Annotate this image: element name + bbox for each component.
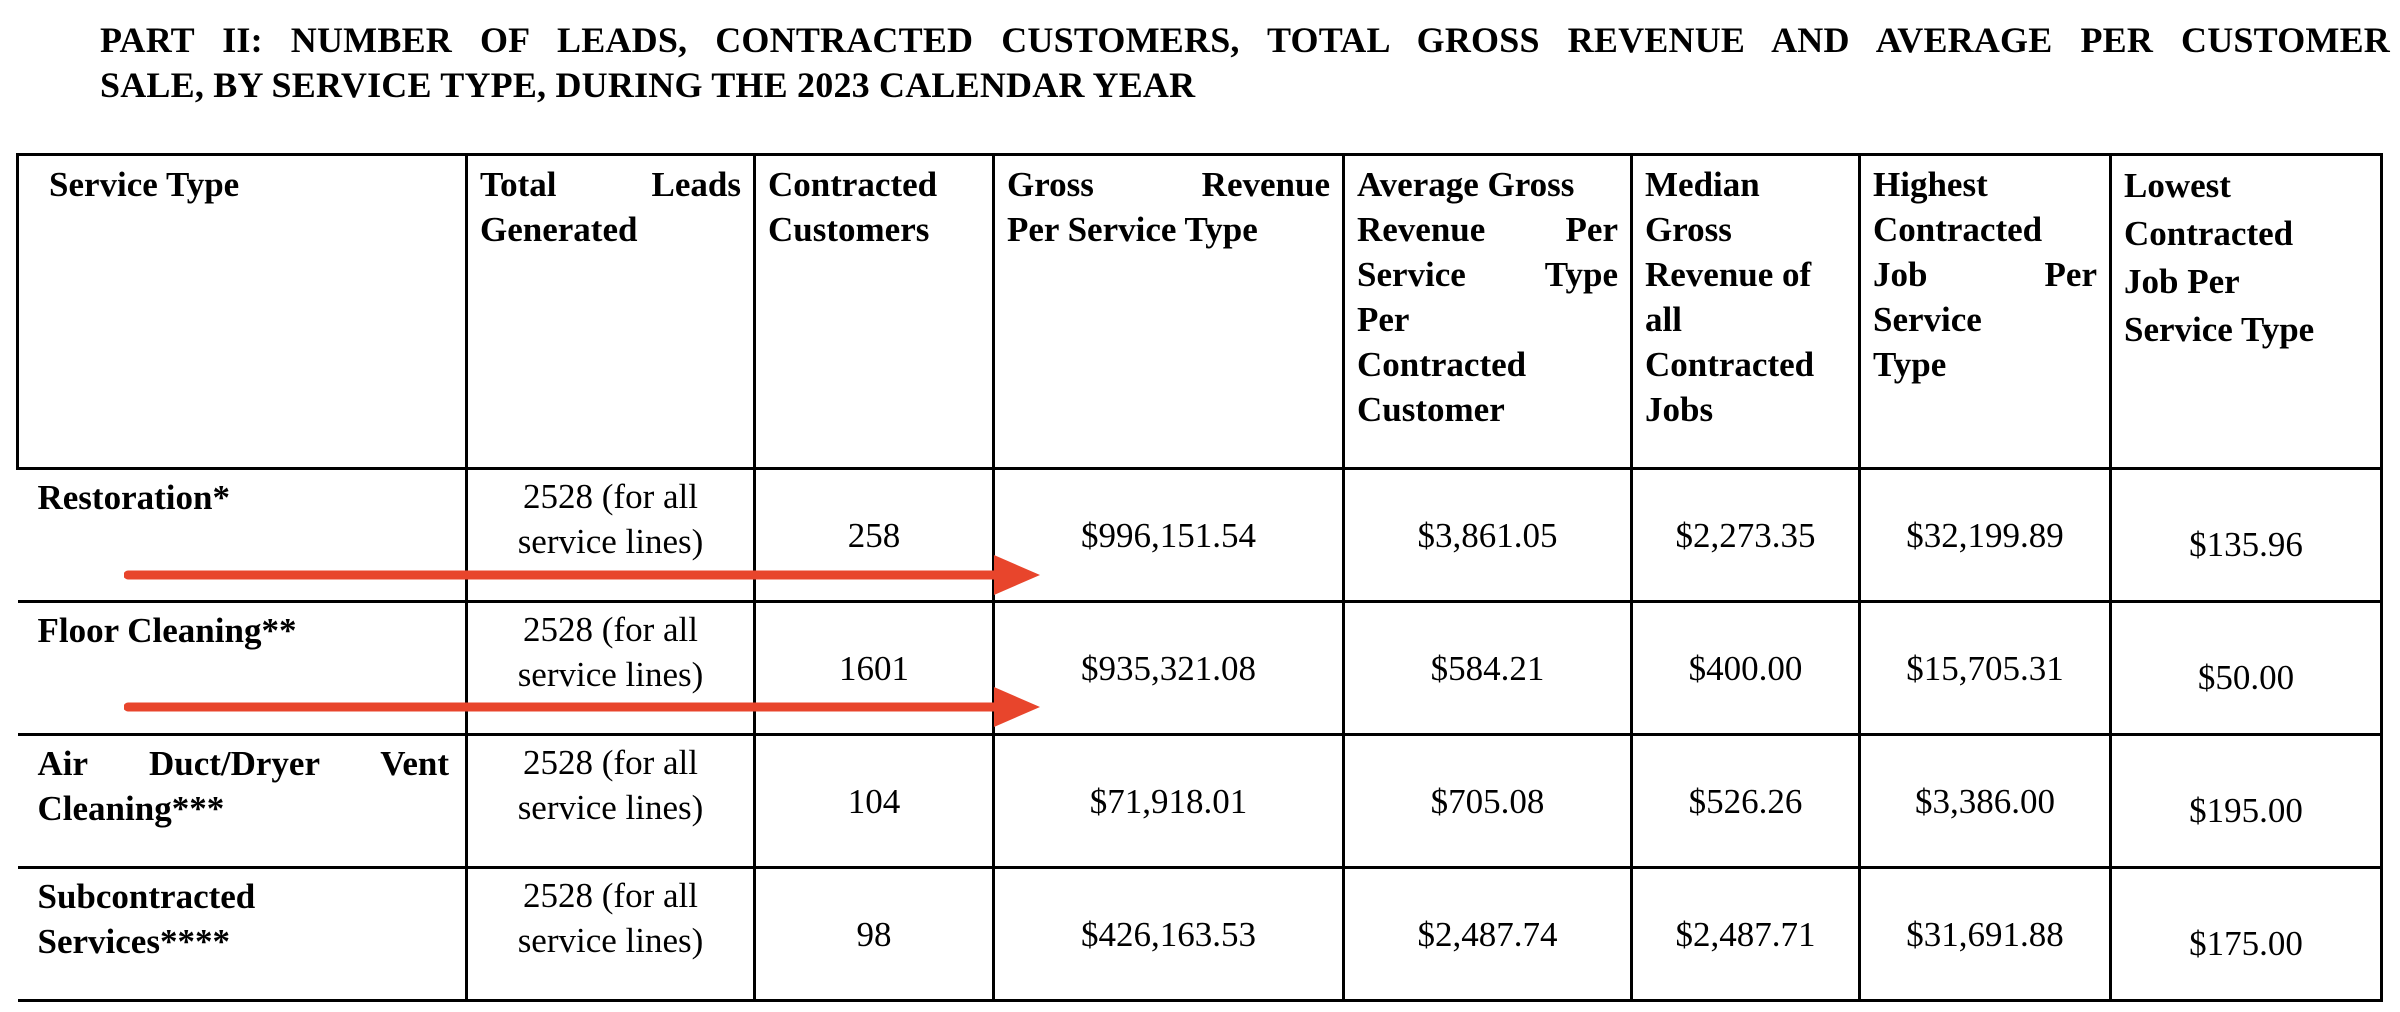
gross-revenue-cell: $935,321.08	[992, 600, 1345, 736]
header-average-gross-revenue: Average Gross Revenue Per Service Type P…	[1342, 153, 1633, 470]
table-row: Restoration* 2528 (for all service lines…	[17, 467, 2383, 603]
gross-revenue-cell: $71,918.01	[992, 733, 1345, 869]
total-leads-cell: 2528 (for all service lines)	[465, 866, 756, 1002]
table-header-row: Service Type Total Leads Generated Contr…	[16, 153, 2383, 470]
table-row: Subcontracted Services**** 2528 (for all…	[17, 866, 2383, 1002]
header-median-gross-revenue: Median Gross Revenue of all Contracted J…	[1630, 153, 1861, 470]
highest-contracted-job-cell: $3,386.00	[1858, 733, 2112, 869]
title-line-2: SALE, BY SERVICE TYPE, DURING THE 2023 C…	[100, 65, 1196, 105]
service-type-cell: Air Duct/Dryer Vent Cleaning***	[17, 733, 468, 869]
lowest-contracted-job-cell: $175.00	[2109, 866, 2383, 1002]
service-type-cell: Floor Cleaning**	[17, 600, 468, 736]
average-gross-revenue-cell: $584.21	[1342, 600, 1633, 736]
average-gross-revenue-cell: $3,861.05	[1342, 467, 1633, 603]
total-leads-cell: 2528 (for all service lines)	[465, 733, 756, 869]
document-title: PART II: NUMBER OF LEADS, CONTRACTED CUS…	[100, 18, 2390, 108]
contracted-customers-cell: 1601	[753, 600, 995, 736]
total-leads-cell: 2528 (for all service lines)	[465, 467, 756, 603]
lowest-contracted-job-cell: $135.96	[2109, 467, 2383, 603]
median-gross-revenue-cell: $2,487.71	[1630, 866, 1861, 1002]
header-service-type: Service Type	[16, 153, 468, 470]
service-type-cell: Restoration*	[17, 467, 468, 603]
table-row: Floor Cleaning** 2528 (for all service l…	[17, 600, 2383, 736]
highest-contracted-job-cell: $15,705.31	[1858, 600, 2112, 736]
service-type-table: Service Type Total Leads Generated Contr…	[16, 153, 2383, 1002]
highest-contracted-job-cell: $31,691.88	[1858, 866, 2112, 1002]
median-gross-revenue-cell: $2,273.35	[1630, 467, 1861, 603]
contracted-customers-cell: 258	[753, 467, 995, 603]
contracted-customers-cell: 104	[753, 733, 995, 869]
highest-contracted-job-cell: $32,199.89	[1858, 467, 2112, 603]
header-highest-contracted-job: Highest Contracted Job Per Service Type	[1858, 153, 2112, 470]
lowest-contracted-job-cell: $195.00	[2109, 733, 2383, 869]
header-total-leads: Total Leads Generated	[465, 153, 756, 470]
median-gross-revenue-cell: $526.26	[1630, 733, 1861, 869]
average-gross-revenue-cell: $705.08	[1342, 733, 1633, 869]
gross-revenue-cell: $996,151.54	[992, 467, 1345, 603]
header-contracted-customers: Contracted Customers	[753, 153, 995, 470]
service-type-cell: Subcontracted Services****	[17, 866, 468, 1002]
lowest-contracted-job-cell: $50.00	[2109, 600, 2383, 736]
contracted-customers-cell: 98	[753, 866, 995, 1002]
total-leads-cell: 2528 (for all service lines)	[465, 600, 756, 736]
header-gross-revenue: Gross Revenue Per Service Type	[992, 153, 1345, 470]
gross-revenue-cell: $426,163.53	[992, 866, 1345, 1002]
title-line-1: PART II: NUMBER OF LEADS, CONTRACTED CUS…	[100, 20, 2390, 60]
average-gross-revenue-cell: $2,487.74	[1342, 866, 1633, 1002]
table-row: Air Duct/Dryer Vent Cleaning*** 2528 (fo…	[17, 733, 2383, 869]
median-gross-revenue-cell: $400.00	[1630, 600, 1861, 736]
header-lowest-contracted-job: Lowest Contracted Job Per Service Type	[2109, 153, 2383, 470]
